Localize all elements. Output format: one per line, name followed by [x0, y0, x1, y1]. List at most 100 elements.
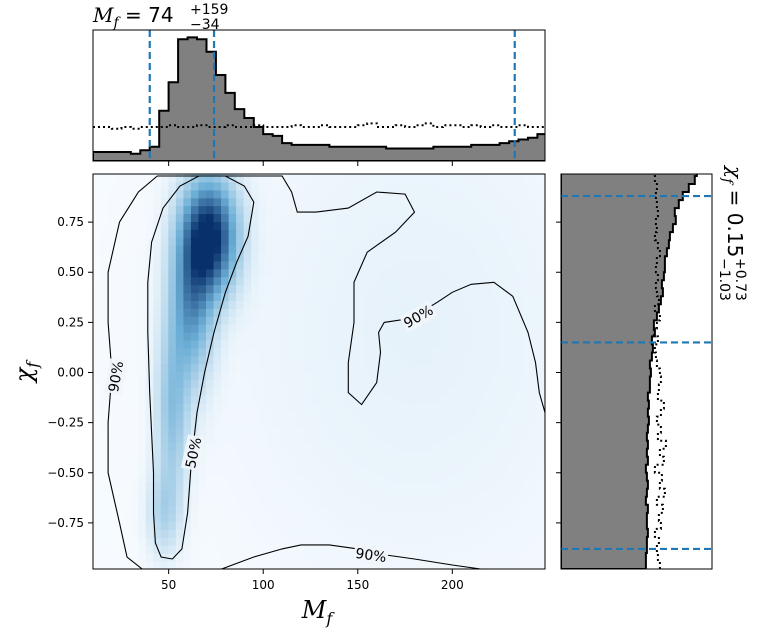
density-cell [266, 300, 275, 309]
density-cell [311, 458, 320, 467]
density-cell [183, 276, 192, 286]
density-cell [206, 316, 215, 325]
density-cell [364, 324, 373, 333]
density-cell [221, 284, 230, 294]
density-cell [258, 237, 267, 246]
density-cell [432, 450, 441, 459]
density-cell [288, 276, 297, 286]
density-cell [416, 181, 426, 191]
density-cell [356, 339, 365, 349]
density-cell [206, 387, 215, 396]
density-cell [477, 403, 486, 412]
density-cell [243, 292, 252, 301]
density-cell [236, 434, 245, 444]
density-cell [303, 347, 313, 357]
density-cell [108, 529, 117, 538]
density-cell [266, 497, 275, 507]
density-cell [168, 253, 177, 262]
density-cell [432, 497, 441, 507]
density-cell [115, 490, 124, 499]
density-cell [251, 411, 260, 420]
density-cell [424, 292, 433, 301]
density-cell [537, 213, 545, 222]
density-cell [507, 181, 516, 191]
density-cell [123, 474, 132, 483]
density-cell [123, 324, 132, 333]
density-cell [198, 521, 207, 531]
density-cell [251, 426, 260, 436]
density-cell [514, 561, 523, 569]
density-cell [198, 561, 207, 569]
density-cell [341, 347, 350, 357]
density-cell [394, 395, 403, 404]
density-cell [319, 521, 328, 531]
density-cell [364, 513, 373, 523]
density-cell [522, 300, 531, 309]
density-cell [123, 213, 132, 222]
density-cell [145, 403, 154, 412]
density-cell [160, 284, 169, 294]
density-cell [138, 300, 147, 309]
density-cell [190, 197, 200, 207]
density-cell [228, 482, 237, 491]
density-cell [243, 490, 252, 499]
density-cell [183, 521, 192, 531]
density-cell [198, 316, 207, 325]
density-cell [492, 237, 501, 246]
density-cell [258, 434, 267, 444]
density-cell [477, 197, 486, 207]
density-cell [514, 426, 523, 436]
density-cell [386, 181, 395, 191]
density-cell [432, 490, 441, 499]
density-cell [529, 355, 539, 365]
density-cell [447, 245, 456, 254]
density-cell [251, 379, 260, 388]
density-cell [424, 497, 433, 507]
density-cell [537, 450, 545, 459]
density-cell [326, 553, 335, 562]
density-cell [386, 426, 395, 436]
density-cell [379, 355, 388, 365]
density-cell [100, 482, 109, 491]
density-cell [492, 466, 501, 475]
density-cell [145, 466, 154, 475]
density-cell [123, 545, 132, 554]
density-cell [303, 458, 313, 467]
density-cell [175, 253, 184, 262]
density-cell [409, 458, 418, 467]
density-cell [514, 474, 523, 483]
density-cell [168, 339, 177, 349]
density-cell [221, 205, 230, 215]
density-cell [108, 339, 117, 349]
density-cell [507, 292, 516, 301]
density-cell [334, 229, 343, 238]
density-cell [123, 300, 132, 309]
density-cell [379, 181, 388, 191]
density-cell [371, 537, 380, 546]
contour-label-3: 90% [354, 546, 387, 566]
density-cell [93, 189, 102, 199]
density-cell [206, 411, 215, 420]
density-cell [198, 403, 207, 412]
density-cell [153, 355, 162, 365]
density-cell [160, 497, 169, 507]
density-cell [123, 434, 132, 444]
density-cell [507, 490, 516, 499]
density-cell [439, 411, 448, 420]
density-cell [288, 434, 297, 444]
density-cell [130, 537, 139, 546]
density-cell [319, 411, 328, 420]
density-cell [424, 529, 433, 538]
density-cell [386, 442, 395, 452]
density-cell [514, 434, 523, 444]
density-cell [499, 205, 508, 215]
density-cell [432, 395, 441, 404]
density-cell [364, 371, 373, 380]
density-cell [371, 189, 380, 199]
density-cell [386, 482, 395, 491]
density-cell [100, 174, 109, 183]
density-cell [499, 292, 508, 301]
density-cell [93, 347, 102, 357]
density-cell [469, 466, 478, 475]
density-cell [484, 497, 493, 507]
